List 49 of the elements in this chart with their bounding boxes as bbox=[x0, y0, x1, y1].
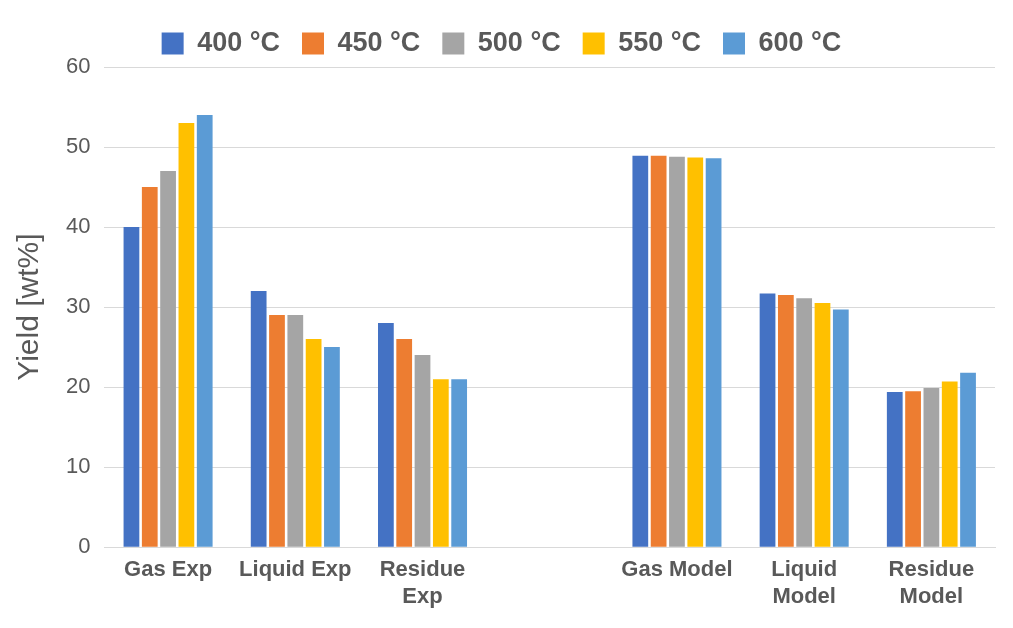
bar bbox=[378, 323, 394, 547]
bar bbox=[250, 291, 267, 547]
legend-label: 500 °C bbox=[477, 26, 561, 57]
y-tick-label: 50 bbox=[65, 133, 91, 159]
bar bbox=[923, 387, 940, 547]
y-axis-title: Yield [wt%] bbox=[11, 233, 45, 381]
bar bbox=[287, 315, 304, 547]
x-tick-label: Residue Exp bbox=[379, 556, 466, 608]
bar bbox=[269, 315, 285, 547]
bar bbox=[687, 157, 704, 547]
bar bbox=[141, 187, 158, 547]
y-tick-label: 10 bbox=[65, 453, 91, 479]
bar bbox=[941, 381, 958, 547]
bar bbox=[451, 379, 468, 547]
legend-label: 600 °C bbox=[758, 26, 842, 57]
bar bbox=[432, 379, 449, 547]
y-tick-label: 40 bbox=[65, 213, 91, 239]
bar bbox=[632, 155, 649, 547]
legend-label: 450 °C bbox=[337, 26, 421, 57]
bar bbox=[324, 347, 340, 547]
bar bbox=[669, 156, 685, 547]
bar bbox=[196, 115, 213, 547]
bar bbox=[414, 355, 431, 547]
bar bbox=[123, 227, 140, 547]
legend-label: 550 °C bbox=[618, 26, 702, 57]
x-tick-label: Liquid Exp bbox=[239, 556, 352, 582]
bar bbox=[796, 298, 813, 547]
bar bbox=[905, 391, 921, 547]
bar bbox=[160, 171, 176, 547]
x-tick-label: Residue Model bbox=[888, 556, 975, 608]
y-tick-label: 20 bbox=[65, 373, 91, 399]
bar bbox=[396, 339, 413, 547]
x-tick-label: Gas Model bbox=[621, 556, 733, 582]
bar bbox=[886, 391, 903, 547]
y-tick-label: 30 bbox=[65, 293, 91, 319]
x-tick-label: Gas Exp bbox=[124, 556, 213, 582]
x-tick-label: Liquid Model bbox=[771, 556, 838, 608]
bar bbox=[759, 293, 776, 547]
bar bbox=[705, 158, 722, 547]
bar bbox=[650, 155, 667, 547]
bar bbox=[777, 295, 794, 547]
legend-label: 400 °C bbox=[197, 26, 280, 57]
bar bbox=[814, 303, 831, 547]
y-tick-label: 0 bbox=[78, 533, 91, 559]
bar bbox=[960, 372, 976, 547]
y-tick-label: 60 bbox=[65, 53, 91, 79]
bar bbox=[832, 309, 849, 547]
bar bbox=[305, 339, 322, 547]
bar bbox=[178, 123, 195, 547]
